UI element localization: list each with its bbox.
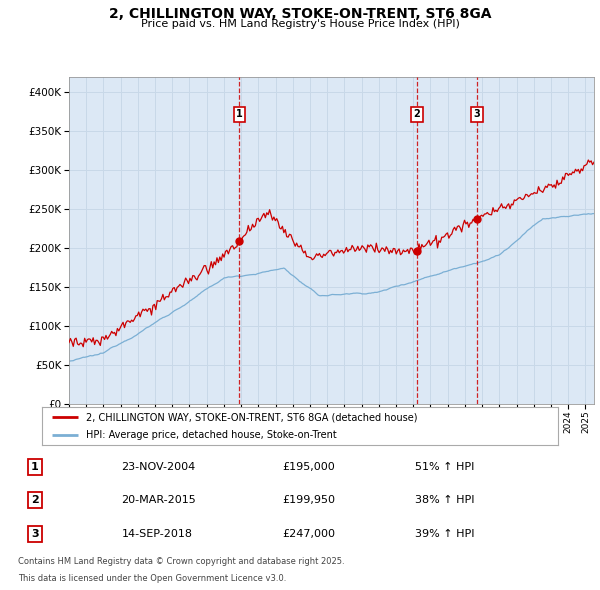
Text: £247,000: £247,000 xyxy=(283,529,336,539)
Text: 1: 1 xyxy=(31,462,39,472)
Text: HPI: Average price, detached house, Stoke-on-Trent: HPI: Average price, detached house, Stok… xyxy=(86,430,337,440)
Text: 2, CHILLINGTON WAY, STOKE-ON-TRENT, ST6 8GA (detached house): 2, CHILLINGTON WAY, STOKE-ON-TRENT, ST6 … xyxy=(86,412,418,422)
Text: 14-SEP-2018: 14-SEP-2018 xyxy=(121,529,193,539)
Text: 2, CHILLINGTON WAY, STOKE-ON-TRENT, ST6 8GA: 2, CHILLINGTON WAY, STOKE-ON-TRENT, ST6 … xyxy=(109,7,491,21)
Text: Price paid vs. HM Land Registry's House Price Index (HPI): Price paid vs. HM Land Registry's House … xyxy=(140,19,460,30)
Text: 3: 3 xyxy=(31,529,39,539)
Text: £199,950: £199,950 xyxy=(283,495,336,505)
Text: 20-MAR-2015: 20-MAR-2015 xyxy=(121,495,196,505)
Text: 38% ↑ HPI: 38% ↑ HPI xyxy=(415,495,475,505)
Text: 3: 3 xyxy=(474,109,481,119)
Text: 2: 2 xyxy=(413,109,421,119)
Text: 23-NOV-2004: 23-NOV-2004 xyxy=(121,462,196,472)
Text: 2: 2 xyxy=(31,495,39,505)
Text: This data is licensed under the Open Government Licence v3.0.: This data is licensed under the Open Gov… xyxy=(18,574,286,583)
Text: 1: 1 xyxy=(236,109,243,119)
Text: 39% ↑ HPI: 39% ↑ HPI xyxy=(415,529,475,539)
Text: £195,000: £195,000 xyxy=(283,462,335,472)
Text: Contains HM Land Registry data © Crown copyright and database right 2025.: Contains HM Land Registry data © Crown c… xyxy=(18,558,344,566)
Text: 51% ↑ HPI: 51% ↑ HPI xyxy=(415,462,475,472)
